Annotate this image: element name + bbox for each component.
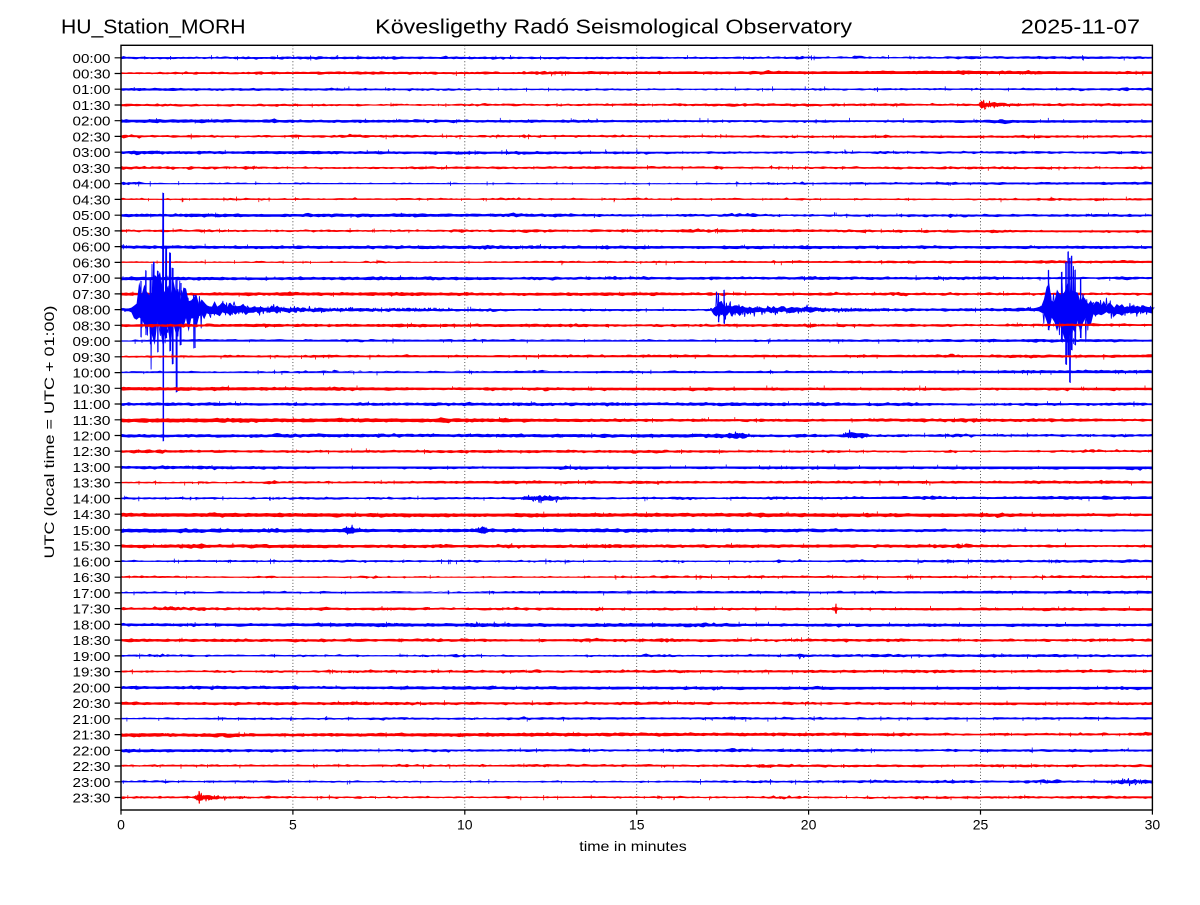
svg-text:08:30: 08:30 — [73, 318, 111, 333]
svg-text:0: 0 — [117, 817, 125, 833]
svg-text:02:30: 02:30 — [73, 129, 111, 144]
svg-text:11:00: 11:00 — [73, 397, 111, 412]
svg-text:01:30: 01:30 — [73, 98, 111, 113]
svg-text:25: 25 — [973, 817, 989, 833]
svg-text:05:30: 05:30 — [73, 224, 111, 239]
svg-text:20: 20 — [801, 817, 817, 833]
svg-text:Kövesligethy Radó Seismologica: Kövesligethy Radó Seismological Observat… — [375, 17, 852, 39]
svg-text:13:30: 13:30 — [73, 476, 111, 491]
svg-text:08:00: 08:00 — [73, 303, 111, 318]
svg-text:5: 5 — [289, 817, 297, 833]
svg-text:time in minutes: time in minutes — [579, 838, 687, 854]
svg-text:07:00: 07:00 — [73, 271, 111, 286]
svg-text:20:00: 20:00 — [73, 680, 111, 695]
svg-text:17:30: 17:30 — [73, 602, 111, 617]
svg-text:16:00: 16:00 — [73, 554, 111, 569]
svg-text:10:00: 10:00 — [73, 366, 111, 381]
svg-text:03:00: 03:00 — [73, 145, 111, 160]
svg-text:10:30: 10:30 — [73, 381, 111, 396]
svg-text:06:00: 06:00 — [73, 240, 111, 255]
svg-text:03:30: 03:30 — [73, 161, 111, 176]
svg-text:18:30: 18:30 — [73, 633, 111, 648]
svg-text:21:30: 21:30 — [73, 728, 111, 743]
svg-text:09:30: 09:30 — [73, 350, 111, 365]
svg-text:00:00: 00:00 — [73, 51, 111, 66]
svg-text:04:00: 04:00 — [73, 177, 111, 192]
svg-text:HU_Station_MORH: HU_Station_MORH — [61, 17, 245, 39]
svg-text:15:00: 15:00 — [73, 523, 111, 538]
svg-text:19:00: 19:00 — [73, 649, 111, 664]
svg-text:09:00: 09:00 — [73, 334, 111, 349]
svg-text:06:30: 06:30 — [73, 255, 111, 270]
svg-text:13:00: 13:00 — [73, 460, 111, 475]
svg-text:19:30: 19:30 — [73, 665, 111, 680]
svg-text:01:00: 01:00 — [73, 82, 111, 97]
svg-text:07:30: 07:30 — [73, 287, 111, 302]
svg-text:22:00: 22:00 — [73, 743, 111, 758]
svg-text:10: 10 — [457, 817, 473, 833]
svg-text:05:00: 05:00 — [73, 208, 111, 223]
svg-text:15:30: 15:30 — [73, 539, 111, 554]
svg-text:23:30: 23:30 — [73, 791, 111, 806]
svg-text:UTC (local time = UTC + 01:00): UTC (local time = UTC + 01:00) — [41, 306, 57, 559]
svg-text:16:30: 16:30 — [73, 570, 111, 585]
svg-text:30: 30 — [1145, 817, 1161, 833]
svg-text:00:30: 00:30 — [73, 67, 111, 82]
svg-text:23:00: 23:00 — [73, 775, 111, 790]
svg-text:15: 15 — [629, 817, 645, 833]
svg-text:02:00: 02:00 — [73, 114, 111, 129]
svg-text:12:00: 12:00 — [73, 429, 111, 444]
svg-text:17:00: 17:00 — [73, 586, 111, 601]
svg-text:12:30: 12:30 — [73, 444, 111, 459]
svg-text:22:30: 22:30 — [73, 759, 111, 774]
svg-text:14:30: 14:30 — [73, 507, 111, 522]
svg-text:21:00: 21:00 — [73, 712, 111, 727]
svg-text:14:00: 14:00 — [73, 492, 111, 507]
svg-text:20:30: 20:30 — [73, 696, 111, 711]
svg-text:04:30: 04:30 — [73, 192, 111, 207]
svg-text:18:00: 18:00 — [73, 617, 111, 632]
svg-text:11:30: 11:30 — [73, 413, 111, 428]
svg-text:2025-11-07: 2025-11-07 — [1021, 17, 1140, 39]
